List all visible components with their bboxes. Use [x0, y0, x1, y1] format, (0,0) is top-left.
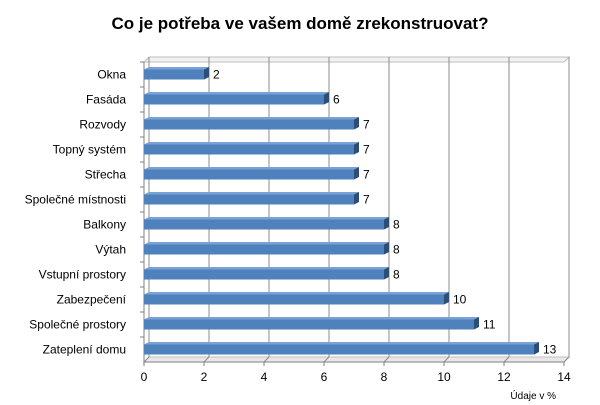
bar-end-6 [384, 217, 389, 230]
unit-label: Údaje v % [510, 389, 556, 402]
data-label-8: 8 [393, 268, 400, 282]
bar-5 [144, 194, 354, 205]
bar-top-4 [144, 167, 359, 170]
bar-top-3 [144, 142, 359, 145]
x-tick-label-7: 14 [557, 370, 571, 384]
bar-top-2 [144, 117, 359, 120]
bar-4 [144, 169, 354, 180]
category-label-6: Balkony [83, 218, 126, 232]
bar-top-8 [144, 267, 389, 270]
gridline-foot-4 [383, 356, 390, 363]
plot-top-wall [142, 56, 571, 63]
gridline-foot-0 [143, 356, 150, 363]
data-label-0: 2 [213, 68, 220, 82]
bar-end-1 [324, 92, 329, 105]
bar-end-8 [384, 267, 389, 280]
bar-end-10 [474, 317, 479, 330]
gridline-foot-5 [443, 356, 450, 363]
data-label-5: 7 [363, 193, 370, 207]
bar-top-11 [144, 342, 539, 345]
bar-10 [144, 319, 474, 330]
bar-top-5 [144, 192, 359, 195]
data-label-3: 7 [363, 143, 370, 157]
category-label-0: Okna [97, 68, 126, 82]
x-tick-label-6: 12 [497, 370, 511, 384]
gridline-foot-1 [203, 356, 210, 363]
bar-top-10 [144, 317, 479, 320]
bar-1 [144, 94, 324, 105]
bar-end-0 [204, 67, 209, 80]
data-label-6: 8 [393, 218, 400, 232]
bar-8 [144, 269, 384, 280]
bar-end-7 [384, 242, 389, 255]
category-label-5: Společné místnosti [25, 193, 126, 207]
bar-11 [144, 344, 534, 355]
data-label-4: 7 [363, 168, 370, 182]
gridline-foot-6 [503, 356, 510, 363]
bar-9 [144, 294, 444, 305]
category-label-3: Topný systém [53, 143, 126, 157]
bar-0 [144, 69, 204, 80]
bar-end-2 [354, 117, 359, 130]
data-label-7: 8 [393, 243, 400, 257]
gridline-foot-3 [323, 356, 330, 363]
bar-top-9 [144, 292, 449, 295]
category-label-1: Fasáda [86, 93, 126, 107]
chart-title: Co je potřeba ve vašem domě zrekonstruov… [111, 14, 489, 33]
bar-end-3 [354, 142, 359, 155]
bar-end-5 [354, 192, 359, 205]
x-tick-label-0: 0 [141, 370, 148, 384]
category-label-11: Zateplení domu [43, 343, 126, 357]
data-label-1: 6 [333, 93, 340, 107]
bar-top-7 [144, 242, 389, 245]
x-tick-label-1: 2 [201, 370, 208, 384]
x-tick-label-4: 8 [381, 370, 388, 384]
gridline-foot-7 [563, 356, 570, 363]
bar-top-6 [144, 217, 389, 220]
bar-end-11 [534, 342, 539, 355]
category-label-2: Rozvody [79, 118, 126, 132]
bar-3 [144, 144, 354, 155]
bar-end-4 [354, 167, 359, 180]
data-label-10: 11 [483, 318, 496, 332]
bar-top-0 [144, 67, 209, 70]
category-label-9: Zabezpečení [57, 293, 127, 307]
data-label-11: 13 [543, 343, 557, 357]
bar-6 [144, 219, 384, 230]
x-tick-label-2: 4 [261, 370, 268, 384]
category-label-10: Společné prostory [29, 318, 126, 332]
bar-7 [144, 244, 384, 255]
bar-end-9 [444, 292, 449, 305]
category-label-7: Výtah [95, 243, 126, 257]
x-tick-label-5: 10 [437, 370, 451, 384]
bar-2 [144, 119, 354, 130]
gridline-foot-2 [263, 356, 270, 363]
bar-top-1 [144, 92, 329, 95]
data-label-9: 10 [453, 293, 467, 307]
data-label-2: 7 [363, 118, 370, 132]
x-tick-label-3: 6 [321, 370, 328, 384]
category-label-8: Vstupní prostory [39, 268, 126, 282]
category-label-4: Střecha [85, 168, 127, 182]
